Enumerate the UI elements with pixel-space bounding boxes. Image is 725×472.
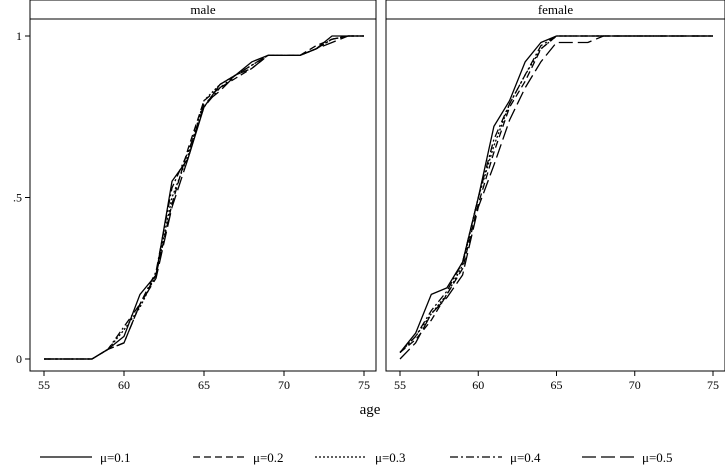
x-tick-label: 65 <box>198 378 210 392</box>
legend-label-3: μ=0.3 <box>375 450 406 465</box>
x-tick-label: 75 <box>707 378 719 392</box>
series-line-3 <box>399 35 713 353</box>
panel-title: male <box>190 2 215 17</box>
series-line-2 <box>44 35 364 360</box>
series-line-4 <box>399 35 713 353</box>
y-tick-label: .5 <box>13 191 22 205</box>
x-axis-title: age <box>360 402 381 418</box>
plot-frame <box>29 18 377 372</box>
panel-title: female <box>538 2 574 17</box>
series-line-3 <box>44 35 364 360</box>
legend-label-5: μ=0.5 <box>642 450 673 465</box>
series-line-5 <box>44 35 364 360</box>
series-line-4 <box>44 35 364 360</box>
x-tick-label: 55 <box>394 378 406 392</box>
series-line-1 <box>399 35 713 353</box>
series-line-1 <box>44 35 364 360</box>
x-tick-label: 70 <box>278 378 290 392</box>
series-line-2 <box>399 35 713 354</box>
plot-frame <box>385 18 725 372</box>
x-tick-label: 70 <box>629 378 641 392</box>
legend-label-1: μ=0.1 <box>100 450 131 465</box>
y-tick-label: 1 <box>16 29 22 43</box>
legend-label-4: μ=0.4 <box>510 450 541 465</box>
legend-label-2: μ=0.2 <box>253 450 284 465</box>
x-tick-label: 65 <box>551 378 563 392</box>
panel-male: male 55 60 65 70 75 0 .5 1 <box>13 0 377 392</box>
y-tick-label: 0 <box>16 352 22 366</box>
x-tick-label: 55 <box>38 378 50 392</box>
legend: μ=0.1 μ=0.2 μ=0.3 μ=0.4 μ=0.5 <box>40 450 673 465</box>
panel-female: female 55 60 65 70 75 <box>385 0 725 392</box>
x-tick-label: 75 <box>358 378 370 392</box>
x-tick-label: 60 <box>472 378 484 392</box>
x-tick-label: 60 <box>118 378 130 392</box>
series-line-5 <box>399 35 713 360</box>
